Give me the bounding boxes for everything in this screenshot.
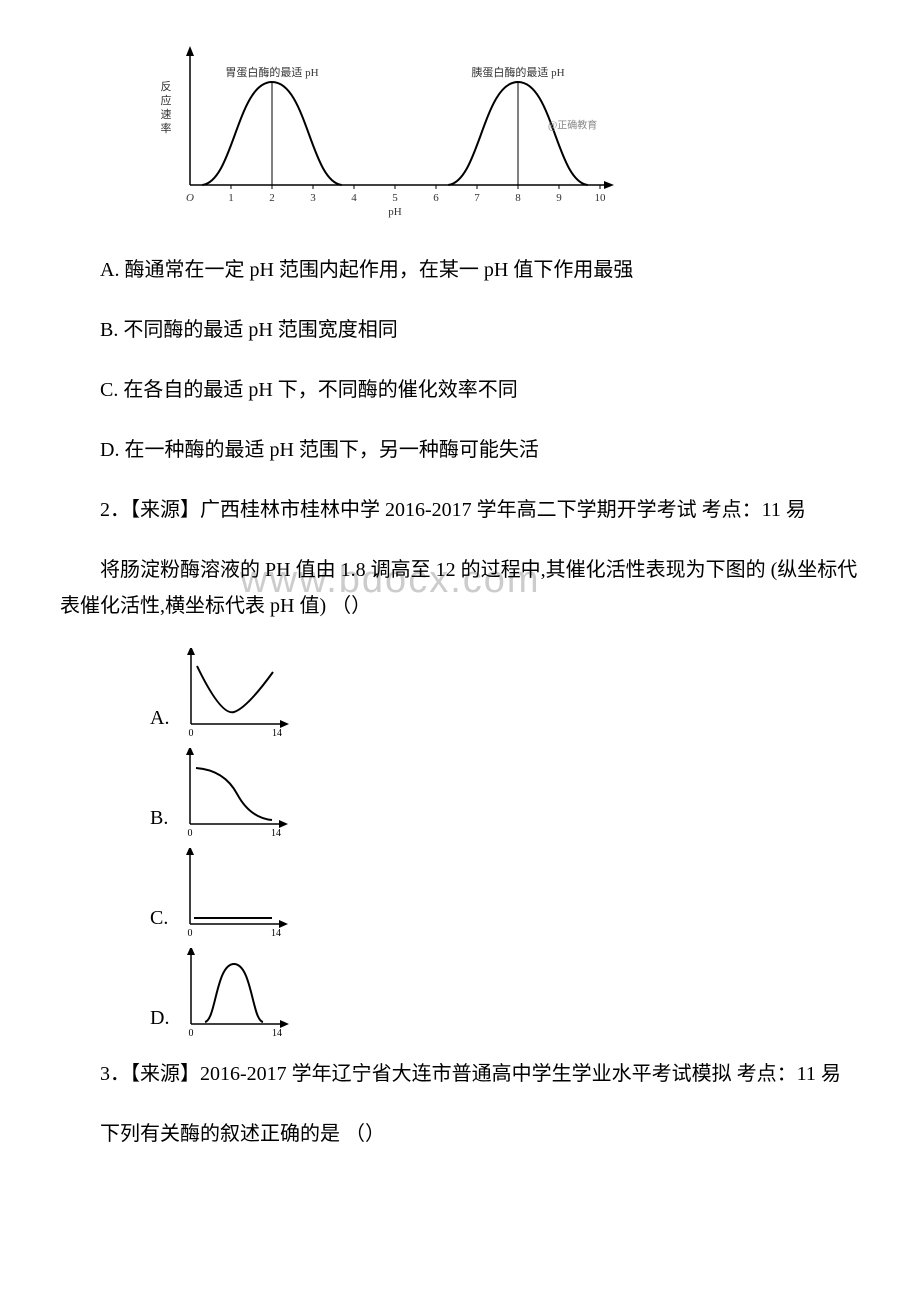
choice-letter-a: A. xyxy=(150,700,169,736)
choice-letter-d: D. xyxy=(150,1000,169,1036)
svg-text:1: 1 xyxy=(228,192,234,204)
svg-text:14: 14 xyxy=(271,928,281,939)
svg-text:速: 速 xyxy=(161,108,172,121)
svg-text:胰蛋白酶的最适 pH: 胰蛋白酶的最适 pH xyxy=(471,65,564,79)
svg-text:0: 0 xyxy=(189,1028,194,1039)
q2-choice-a: A. 0 14 xyxy=(150,648,860,740)
svg-text:@正确教育: @正确教育 xyxy=(548,119,597,132)
svg-text:2: 2 xyxy=(269,192,275,204)
svg-text:5: 5 xyxy=(392,192,398,204)
svg-text:4: 4 xyxy=(351,192,357,204)
q3-source: 3．【来源】2016-2017 学年辽宁省大连市普通高中学生学业水平考试模拟 考… xyxy=(60,1056,860,1092)
enzyme-ph-svg: O 1 2 3 4 5 6 7 8 9 10 pH 反应速率 胃蛋白酶的最适 pH 胰蛋白酶的最适 pH @正… xyxy=(150,40,620,220)
q1-option-a: A. 酶通常在一定 pH 范围内起作用，在某一 pH 值下作用最强 xyxy=(60,252,860,288)
q2-stem-wrap: 将肠淀粉酶溶液的 PH 值由 1.8 调高至 12 的过程中,其催化活性表现为下… xyxy=(60,552,860,624)
svg-text:14: 14 xyxy=(272,728,282,739)
choice-letter-b: B. xyxy=(150,800,168,836)
svg-text:14: 14 xyxy=(271,828,281,839)
mini-chart-d: 0 14 xyxy=(173,948,293,1040)
svg-text:率: 率 xyxy=(161,121,172,135)
svg-text:0: 0 xyxy=(188,828,193,839)
q3-stem: 下列有关酶的叙述正确的是 （） xyxy=(60,1116,860,1152)
svg-text:14: 14 xyxy=(272,1028,282,1039)
q2-choice-b: B. 0 14 xyxy=(150,748,860,840)
q2-choice-d: D. 0 14 xyxy=(150,948,860,1040)
svg-text:6: 6 xyxy=(433,192,439,204)
q1-option-d: D. 在一种酶的最适 pH 范围下，另一种酶可能失活 xyxy=(60,432,860,468)
svg-text:7: 7 xyxy=(474,192,480,204)
q1-option-c: C. 在各自的最适 pH 下，不同酶的催化效率不同 xyxy=(60,372,860,408)
mini-chart-a: 0 14 xyxy=(173,648,293,740)
svg-text:0: 0 xyxy=(189,728,194,739)
svg-text:10: 10 xyxy=(595,192,607,204)
svg-text:反: 反 xyxy=(161,80,172,93)
svg-text:胃蛋白酶的最适 pH: 胃蛋白酶的最适 pH xyxy=(225,65,318,79)
mini-chart-b: 0 14 xyxy=(172,748,292,840)
svg-text:应: 应 xyxy=(161,93,172,107)
svg-text:8: 8 xyxy=(515,192,521,204)
q2-stem: 将肠淀粉酶溶液的 PH 值由 1.8 调高至 12 的过程中,其催化活性表现为下… xyxy=(60,552,860,624)
svg-text:O: O xyxy=(186,192,194,204)
mini-chart-c: 0 14 xyxy=(172,848,292,940)
choice-letter-c: C. xyxy=(150,900,168,936)
svg-text:3: 3 xyxy=(310,192,316,204)
svg-text:0: 0 xyxy=(188,928,193,939)
enzyme-ph-chart: O 1 2 3 4 5 6 7 8 9 10 pH 反应速率 胃蛋白酶的最适 pH 胰蛋白酶的最适 pH @正… xyxy=(150,40,860,232)
q2-choice-c: C. 0 14 xyxy=(150,848,860,940)
q2-source: 2．【来源】广西桂林市桂林中学 2016-2017 学年高二下学期开学考试 考点… xyxy=(60,492,860,528)
svg-text:9: 9 xyxy=(556,192,562,204)
q1-option-b: B. 不同酶的最适 pH 范围宽度相同 xyxy=(60,312,860,348)
svg-text:pH: pH xyxy=(388,206,402,218)
